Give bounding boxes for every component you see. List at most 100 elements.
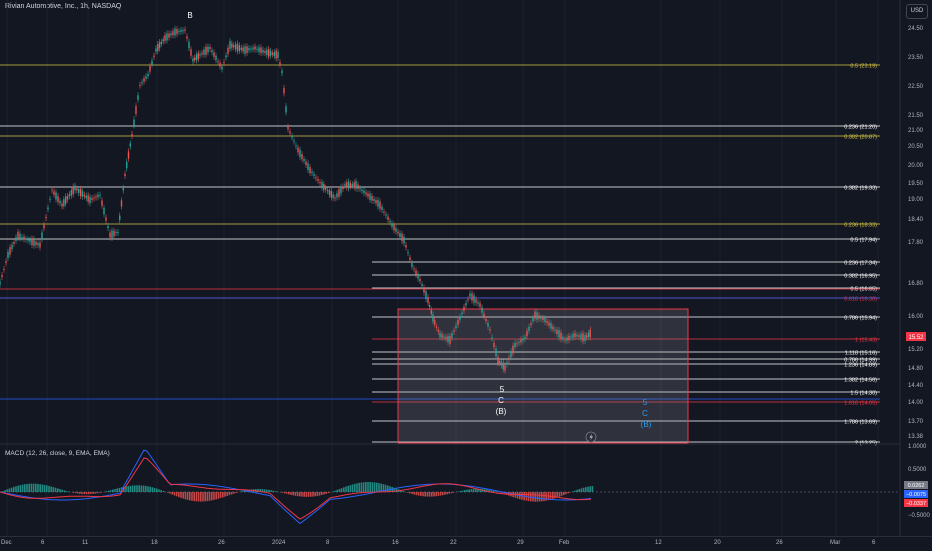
time-tick: 2024 — [272, 540, 285, 546]
candle-body — [53, 191, 54, 194]
candle-body — [3, 269, 4, 270]
time-tick: Feb — [559, 540, 569, 546]
candle-body — [72, 187, 73, 195]
candle-body — [274, 52, 275, 56]
candle-body — [399, 233, 400, 237]
macd-histogram-bar — [297, 492, 299, 496]
macd-histogram-bar — [314, 492, 316, 496]
candle-body — [203, 50, 204, 55]
candle-body — [491, 337, 492, 338]
candle-body — [471, 293, 472, 300]
candle-body — [439, 333, 440, 337]
macd-histogram-bar — [578, 489, 580, 492]
macd-histogram-bar — [187, 492, 189, 500]
candle-body — [217, 61, 218, 62]
candle-body — [182, 30, 183, 31]
price-tick: 20.50 — [908, 144, 924, 150]
candle-body — [59, 201, 60, 203]
macd-histogram-bar — [284, 492, 286, 493]
candle-body — [161, 42, 162, 44]
fib-label: 1.236 (14.89) — [844, 363, 877, 369]
candle-body — [113, 231, 114, 237]
candle-body — [409, 257, 410, 260]
candle-body — [47, 207, 48, 209]
fib-label: 0.5 (23.19) — [850, 64, 877, 70]
price-tick: 24.50 — [908, 26, 924, 32]
candle-body — [578, 336, 579, 337]
candle-body — [41, 232, 42, 239]
candle-body — [262, 50, 263, 53]
macd-histogram-bar — [9, 489, 11, 492]
macd-histogram-bar — [367, 482, 369, 492]
candle-body — [413, 268, 414, 269]
macd-histogram-bar — [420, 492, 422, 496]
macd-histogram-bar — [233, 492, 235, 494]
candle-body — [580, 334, 581, 339]
candle-body — [7, 252, 8, 258]
candle-body — [268, 49, 269, 57]
candle-body — [315, 177, 316, 178]
candle-body — [401, 234, 402, 242]
candle-body — [348, 181, 349, 188]
candle-body — [178, 31, 179, 32]
macd-histogram-bar — [204, 492, 206, 501]
candle-body — [103, 208, 104, 214]
macd-histogram-bar — [341, 488, 343, 492]
candle-body — [313, 174, 314, 176]
candle-body — [80, 189, 81, 196]
macd-histogram-bar — [31, 484, 33, 492]
macd-histogram-bar — [438, 492, 440, 496]
candle-body — [321, 182, 322, 188]
candle-body — [82, 191, 83, 197]
macd-histogram-bar — [339, 489, 341, 492]
price-tick: 14.40 — [908, 383, 924, 389]
candle-body — [369, 194, 370, 200]
macd-histogram-bar — [235, 492, 237, 493]
macd-histogram-bar — [563, 492, 565, 495]
price-tick: 19.50 — [908, 181, 924, 187]
time-tick: 16 — [392, 540, 399, 546]
macd-histogram-bar — [112, 490, 114, 492]
candle-body — [242, 48, 243, 52]
macd-histogram-bar — [418, 492, 420, 496]
candle-body — [582, 333, 583, 341]
macd-histogram-bar — [343, 487, 345, 492]
macd-histogram-bar — [220, 492, 222, 498]
candle-body — [155, 48, 156, 51]
candle-body — [532, 318, 533, 321]
macd-histogram-bar — [581, 488, 583, 492]
candle-body — [190, 49, 191, 55]
candle-body — [361, 190, 362, 191]
candle-body — [67, 196, 68, 200]
candle-body — [225, 56, 226, 58]
candle-body — [352, 184, 353, 185]
macd-histogram-bar — [207, 492, 209, 501]
candle-body — [221, 67, 222, 70]
macd-tick: 1.0000 — [908, 444, 927, 450]
candle-body — [109, 233, 110, 238]
macd-histogram-bar — [178, 492, 180, 497]
candle-body — [168, 34, 169, 38]
candle-body — [403, 237, 404, 244]
candle-body — [499, 361, 500, 363]
candle-body — [522, 338, 523, 340]
alert-icon[interactable] — [586, 432, 596, 442]
macd-histogram-bar — [42, 484, 44, 492]
candle-body — [447, 336, 448, 342]
candle-body — [546, 321, 547, 323]
macd-line — [0, 450, 591, 523]
candle-body — [544, 318, 545, 322]
macd-histogram-bar — [358, 483, 360, 492]
macd-histogram-bar — [97, 492, 99, 493]
macd-histogram-bar — [231, 492, 233, 494]
price-tick: 19.00 — [908, 197, 924, 203]
candle-body — [367, 194, 368, 197]
candle-body — [526, 331, 527, 337]
macd-histogram-bar — [4, 490, 6, 492]
candle-body — [387, 217, 388, 220]
macd-histogram-bar — [147, 486, 149, 492]
candle-body — [231, 43, 232, 47]
macd-histogram-bar — [116, 488, 118, 492]
